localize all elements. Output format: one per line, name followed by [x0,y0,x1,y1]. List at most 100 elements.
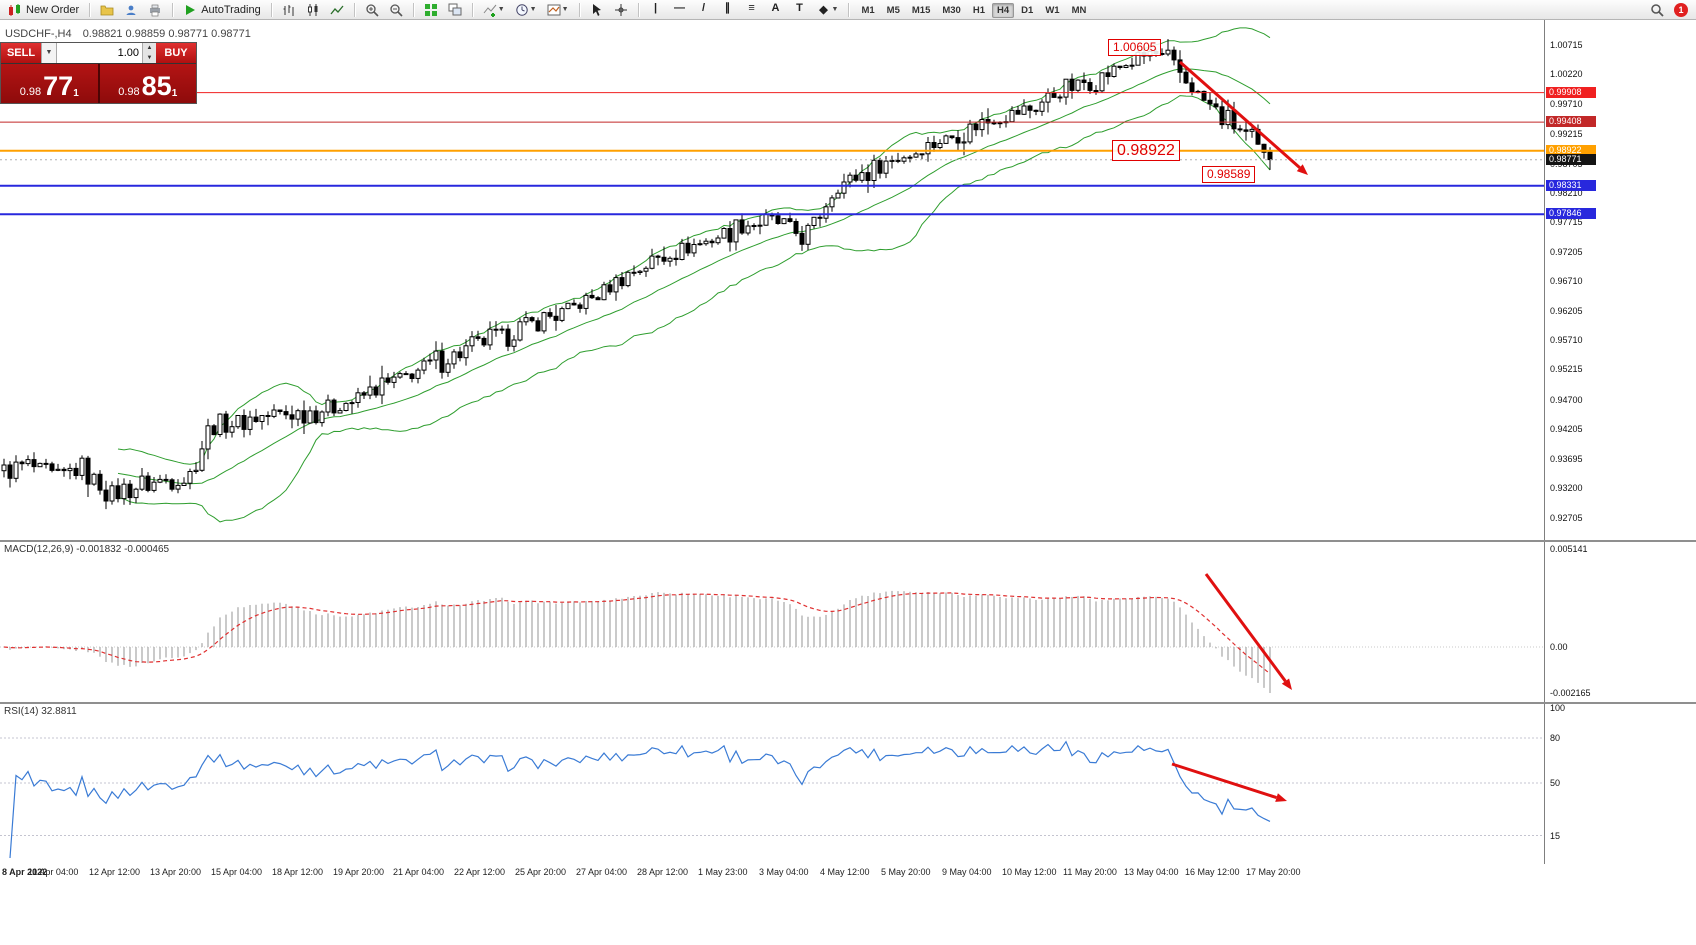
timeframe-d1[interactable]: D1 [1021,4,1034,16]
periods-button[interactable]: ▼ [511,0,541,19]
shapes-tool-button[interactable]: ◆ ▼ [813,0,843,19]
buy-price[interactable]: 0.98 85 1 [100,64,197,103]
autotrading-button[interactable]: AutoTrading [179,0,265,19]
volume-up-icon[interactable]: ▲ [146,45,153,51]
macd-axis[interactable]: 0.005141 0.00 -0.002165 [1544,542,1696,702]
templates-button[interactable]: ▼ [543,0,573,19]
notification-badge[interactable]: 1 [1674,2,1688,17]
time-axis-label: 11 Apr 04:00 [28,867,79,877]
horizontal-line-tool-icon[interactable]: — [674,2,686,14]
buy-price-sup: 1 [171,88,178,99]
price-axis-label: 0.94700 [1550,395,1583,405]
rsi-axis[interactable]: 100 80 50 15 [1544,703,1696,864]
rsi-label: RSI(14) 32.8811 [4,706,77,717]
folder-icon[interactable] [96,2,118,18]
rsi-axis-label: 80 [1550,733,1561,743]
fibonacci-tool-icon[interactable]: ≡ [748,2,755,14]
price-axis-label: 0.96205 [1550,306,1583,316]
separator [353,2,355,17]
vertical-line-tool-icon[interactable]: | [653,2,658,14]
time-axis-label: 13 Apr 20:00 [150,867,202,877]
timeframe-m30[interactable]: M30 [942,4,961,16]
price-axis-label: 0.95215 [1550,364,1583,374]
timeframe-w1[interactable]: W1 [1045,4,1060,16]
volume-down-icon[interactable]: ▼ [146,55,153,61]
sell-price-big: 77 [43,71,74,101]
time-axis[interactable]: 8 Apr 2022 11 Apr 04:00 12 Apr 12:00 13 Apr… [0,864,1696,882]
dropdown-caret-icon: ▼ [497,6,505,13]
candlestick-chart-icon[interactable] [302,2,324,18]
price-axis-label: 0.96710 [1550,276,1583,286]
dropdown-caret-icon: ▼ [529,6,537,13]
sell-price[interactable]: 0.98 77 1 [1,64,98,103]
price-axis-label: 1.00220 [1550,69,1583,79]
time-axis-label: 22 Apr 12:00 [454,867,506,877]
price-axis-label: 0.92705 [1550,513,1583,523]
sell-price-sup: 1 [73,88,79,99]
label-tool-icon[interactable]: T [796,2,803,14]
price-line-tag: 0.99408 [1546,116,1596,127]
separator [172,2,174,17]
price-axis-label: 1.00715 [1550,40,1583,50]
timeframe-group: M1 M5 M15 M30 H1 H4 D1 W1 MN [855,2,1092,18]
price-axis-label: 0.98210 [1550,188,1583,198]
text-tool-icon[interactable]: A [771,2,780,14]
new-order-button[interactable]: New Order [4,0,83,19]
indicators-button[interactable]: ▼ [479,0,509,19]
tile-windows-icon[interactable] [420,2,442,18]
timeframe-h4[interactable]: H4 [992,2,1015,18]
time-axis-label: 9 May 04:00 [942,867,992,877]
trendline-tool-icon[interactable]: / [702,2,706,14]
time-axis-label: 8 Apr 2022 [2,867,48,877]
timeframe-m5[interactable]: M5 [886,4,900,16]
template-icon [547,4,561,15]
timeframe-m1[interactable]: M1 [861,4,875,16]
macd-axis-max: 0.005141 [1550,544,1588,554]
print-icon[interactable] [144,2,166,18]
time-axis-label: 28 Apr 12:00 [637,867,689,877]
bar-chart-icon[interactable] [278,2,300,18]
timeframe-m15[interactable]: M15 [911,4,931,16]
time-axis-label: 25 Apr 20:00 [515,867,567,877]
timeframe-mn[interactable]: MN [1071,4,1087,16]
volume-dropdown[interactable]: ▼ [41,43,57,63]
price-annotation-low: 0.98589 [1202,166,1256,183]
sell-button[interactable]: SELL [1,43,41,63]
main-chart-panel: USDCHF-,H4 0.98821 0.98859 0.98771 0.987… [0,20,1696,540]
separator [89,2,91,17]
channel-tool-icon[interactable]: ∥ [724,2,731,14]
cursor-icon[interactable] [586,2,608,18]
macd-axis-min: -0.002165 [1550,688,1591,698]
search-icon[interactable] [1646,2,1668,18]
rsi-canvas[interactable] [0,704,1544,864]
timeframe-h1[interactable]: H1 [972,4,985,16]
profiles-icon[interactable] [120,2,142,18]
macd-axis-zero: 0.00 [1550,642,1568,652]
price-annotation-peak: 1.00605 [1108,39,1162,56]
macd-panel: MACD(12,26,9) -0.001832 -0.000465 0.0051… [0,542,1696,702]
volume-input[interactable] [57,43,142,63]
panel-separator[interactable] [0,540,1696,542]
time-axis-label: 27 Apr 04:00 [576,867,628,877]
volume-stepper[interactable]: ▲ ▼ [142,43,156,63]
time-axis-label: 11 May 20:00 [1063,867,1117,877]
cascade-windows-icon[interactable] [444,2,466,18]
sell-price-small: 0.98 [19,86,42,98]
rsi-axis-label: 15 [1550,831,1561,841]
zoom-in-icon[interactable] [361,2,383,18]
time-axis-label: 3 May 04:00 [759,867,809,877]
new-order-icon [9,3,20,16]
panel-separator[interactable] [0,702,1696,704]
zoom-out-icon[interactable] [385,2,407,18]
main-chart-canvas[interactable] [0,20,1544,540]
buy-button[interactable]: BUY [156,43,196,63]
time-axis-label: 5 May 20:00 [881,867,931,877]
buy-price-small: 0.98 [118,86,140,98]
chart-ohlc-quotes: 0.98821 0.98859 0.98771 0.98771 [82,28,251,40]
separator [412,2,414,17]
price-axis[interactable]: 1.007151.002200.997100.992150.987050.982… [1544,20,1696,540]
macd-canvas[interactable] [0,542,1544,702]
crosshair-icon[interactable] [610,2,632,18]
line-chart-icon[interactable] [326,2,348,18]
